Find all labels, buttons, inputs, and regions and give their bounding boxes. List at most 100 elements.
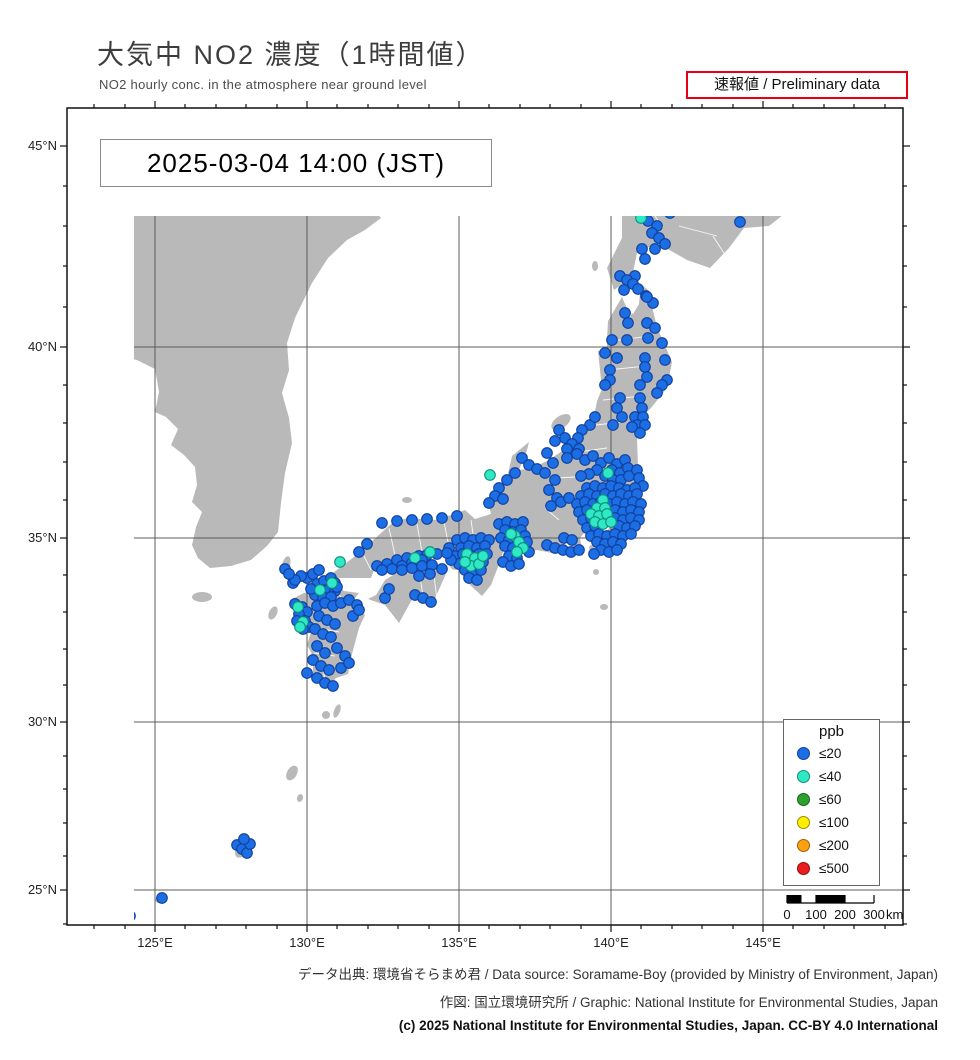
station-dot: [334, 556, 346, 568]
station-dot: [639, 253, 651, 265]
station-dot: [625, 528, 637, 540]
legend-item-label: ≤100: [819, 815, 849, 830]
station-dot: [353, 546, 365, 558]
station-dot: [326, 577, 338, 589]
station-dot: [734, 216, 746, 228]
legend-item: ≤20: [784, 742, 879, 765]
latitude-label: 40°N: [28, 339, 57, 354]
island: [268, 606, 278, 620]
latitude-label: 45°N: [28, 138, 57, 153]
map-layers: [134, 216, 903, 925]
station-dot: [477, 550, 489, 562]
station-dot: [622, 317, 634, 329]
station-dot: [386, 563, 398, 575]
legend-item: ≤60: [784, 788, 879, 811]
station-dot: [331, 642, 343, 654]
legend-item-label: ≤40: [819, 769, 842, 784]
scale-bar-fill: [787, 895, 802, 903]
station-dot: [549, 435, 561, 447]
legend-box: ppb ≤20 ≤40 ≤60 ≤100 ≤200 ≤500: [783, 719, 880, 886]
longitude-label: 135°E: [441, 935, 477, 950]
station-dot: [413, 570, 425, 582]
station-dot: [634, 427, 646, 439]
prefecture-border: [362, 553, 372, 571]
station-dot: [311, 640, 323, 652]
station-dot: [561, 452, 573, 464]
station-dot: [376, 517, 388, 529]
scale-bar-label: 300: [863, 907, 885, 922]
island: [296, 794, 304, 802]
station-dot: [611, 544, 623, 556]
station-dot: [314, 584, 326, 596]
scale-bar-fill: [816, 895, 845, 903]
legend-item-label: ≤200: [819, 838, 849, 853]
island: [286, 765, 298, 781]
station-dot: [611, 402, 623, 414]
legend-item: ≤40: [784, 765, 879, 788]
timestamp-label: 2025-03-04 14:00 (JST): [100, 139, 492, 187]
station-dot: [656, 337, 668, 349]
station-dot: [425, 596, 437, 608]
station-dot: [635, 216, 647, 224]
station-dot: [329, 618, 341, 630]
station-dot: [391, 515, 403, 527]
station-dot: [659, 354, 671, 366]
scale-bar-label: 100: [805, 907, 827, 922]
station-dot: [571, 448, 583, 460]
station-dot: [604, 364, 616, 376]
station-dot: [313, 564, 325, 576]
station-dot: [573, 544, 585, 556]
map-frame: [66, 107, 904, 926]
station-dot: [606, 334, 618, 346]
station-dot: [406, 514, 418, 526]
station-dot: [505, 528, 517, 540]
station-dot: [607, 419, 619, 431]
station-dot: [634, 379, 646, 391]
station-dot: [619, 307, 631, 319]
latitude-label: 30°N: [28, 714, 57, 729]
station-dot: [516, 452, 528, 464]
station-dot: [156, 892, 168, 904]
station-dots: [134, 216, 746, 921]
station-dot: [563, 492, 575, 504]
station-dot: [238, 833, 250, 845]
station-dot: [626, 421, 638, 433]
station-dot: [599, 347, 611, 359]
longitude-label: 145°E: [745, 935, 781, 950]
station-dot: [553, 424, 565, 436]
legend-color-dot: [797, 793, 810, 806]
station-dot: [497, 493, 509, 505]
station-dot: [659, 238, 671, 250]
island: [333, 704, 341, 718]
legend-color-dot: [797, 770, 810, 783]
page-title: 大気中 NO2 濃度（1時間値）: [97, 40, 485, 70]
scale-bar-label: 0: [783, 907, 790, 922]
station-dot: [664, 216, 676, 219]
station-dot: [634, 392, 646, 404]
station-dot: [483, 497, 495, 509]
station-dot: [509, 467, 521, 479]
station-dot: [323, 664, 335, 676]
island: [192, 592, 212, 602]
station-dot: [343, 657, 355, 669]
station-dot: [589, 411, 601, 423]
station-dot: [353, 604, 365, 616]
prefecture-border: [678, 225, 718, 237]
station-dot: [511, 546, 523, 558]
station-dot: [618, 284, 630, 296]
station-dot: [451, 510, 463, 522]
legend-color-dot: [797, 862, 810, 875]
station-dot: [424, 546, 436, 558]
station-dot: [588, 548, 600, 560]
scale-bar-unit: km: [886, 907, 903, 922]
station-dot: [396, 564, 408, 576]
page-subtitle: NO2 hourly conc. in the atmosphere near …: [99, 77, 427, 92]
station-dot: [294, 621, 306, 633]
station-dot: [501, 474, 513, 486]
station-dot: [436, 512, 448, 524]
station-dot: [641, 371, 653, 383]
station-dot: [319, 647, 331, 659]
legend-item-label: ≤60: [819, 792, 842, 807]
latitude-label: 35°N: [28, 530, 57, 545]
